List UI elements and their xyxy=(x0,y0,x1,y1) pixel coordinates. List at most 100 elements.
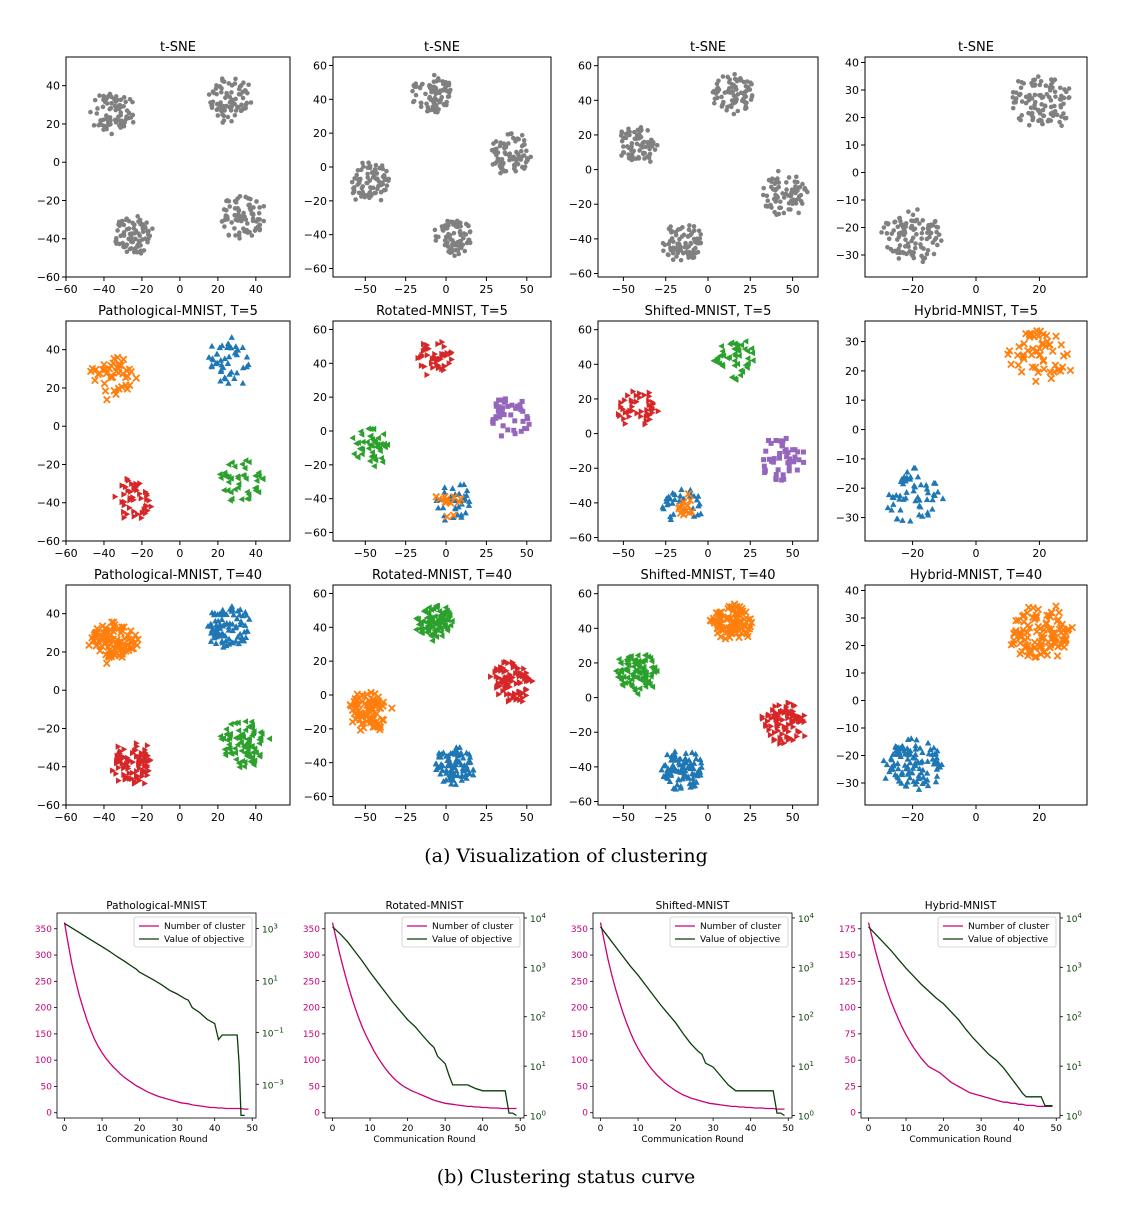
x-tick-label: −25 xyxy=(654,283,677,296)
scatter-point xyxy=(626,145,632,151)
scatter-point xyxy=(503,144,509,150)
scatter-point xyxy=(225,461,232,468)
scatter-point xyxy=(257,222,263,228)
scatter-point xyxy=(682,244,688,250)
scatter-point xyxy=(140,225,146,230)
scatter-point xyxy=(232,624,239,631)
scatter-point xyxy=(119,498,126,506)
scatter-point xyxy=(1048,631,1057,640)
scatter-point xyxy=(802,187,807,192)
scatter-point xyxy=(423,625,430,633)
y-tick-label: −20 xyxy=(304,723,327,736)
scatter-point xyxy=(434,89,440,94)
scatter-point xyxy=(680,250,686,256)
scatter-point xyxy=(658,766,665,773)
y-tick-label: 20 xyxy=(578,393,592,406)
scatter-point xyxy=(369,711,377,719)
scatter-point xyxy=(360,160,365,166)
scatter-point xyxy=(436,622,442,629)
scatter-point xyxy=(136,753,143,761)
scatter-point xyxy=(465,502,473,508)
scatter-point xyxy=(446,90,452,95)
scatter-point xyxy=(801,712,808,719)
scatter-point xyxy=(446,360,453,367)
x-tick-label: 30 xyxy=(171,1124,183,1134)
scatter-point xyxy=(930,479,938,486)
scatter-point xyxy=(897,243,903,248)
scatter-point xyxy=(210,629,217,635)
scatter-point xyxy=(677,243,683,249)
scatter-point xyxy=(107,106,112,112)
scatter-point xyxy=(1031,363,1040,372)
y2-tick-exponent: 3 xyxy=(809,961,813,969)
scatter-point xyxy=(882,774,889,781)
scatter-point xyxy=(934,747,941,754)
scatter-point xyxy=(147,757,154,764)
scatter-point xyxy=(514,158,519,163)
scatter-point xyxy=(628,681,634,689)
scatter-point xyxy=(762,469,768,475)
scatter-point xyxy=(418,104,424,110)
scatter-point xyxy=(353,197,358,202)
scatter-point xyxy=(618,399,625,406)
scatter-point xyxy=(217,621,224,628)
scatter-point xyxy=(1068,623,1077,632)
scatter-point xyxy=(465,222,471,228)
scatter-point xyxy=(497,163,503,169)
scatter-point xyxy=(1037,634,1046,642)
scatter-point xyxy=(236,213,242,219)
scatter-point xyxy=(884,231,890,236)
x-tick-label: 50 xyxy=(786,547,800,560)
y2-tick-exponent: 1 xyxy=(541,1060,545,1068)
y2-tick-exponent: 4 xyxy=(541,912,546,920)
scatter-point xyxy=(254,199,259,204)
scatter-point xyxy=(461,495,469,502)
y-tick-label: 20 xyxy=(845,112,859,125)
scatter-point xyxy=(498,170,503,176)
x-tick-label: 0 xyxy=(443,283,450,296)
scatter-point xyxy=(144,771,151,779)
scatter-point xyxy=(129,480,135,488)
scatter-point xyxy=(232,212,237,218)
scatter-title: Rotated-MNIST, T=5 xyxy=(376,304,508,319)
scatter-point xyxy=(121,746,128,753)
scatter-point xyxy=(241,742,248,749)
y-tick-label: 350 xyxy=(571,925,588,935)
scatter-point xyxy=(510,674,516,681)
scatter-point xyxy=(920,226,926,231)
x-tick-label: 50 xyxy=(786,283,800,296)
x-tick-label: 20 xyxy=(134,1124,146,1134)
scatter-point xyxy=(465,750,473,757)
scatter-point xyxy=(243,363,250,370)
scatter-point xyxy=(1031,377,1040,386)
scatter-point xyxy=(916,511,923,518)
scatter-point xyxy=(759,713,766,720)
scatter-point xyxy=(891,228,896,233)
scatter-point xyxy=(435,340,442,348)
scatter-point xyxy=(1032,83,1038,88)
scatter-point xyxy=(675,250,681,256)
scatter-point xyxy=(777,205,782,211)
scatter-title: Shifted-MNIST, T=5 xyxy=(645,304,772,319)
y-tick-label: 40 xyxy=(845,57,859,70)
scatter-point xyxy=(777,740,784,747)
scatter-point xyxy=(358,450,365,458)
y-tick-label: −20 xyxy=(836,482,859,495)
scatter-point xyxy=(734,360,741,368)
scatter-point xyxy=(747,87,753,92)
scatter-point xyxy=(698,764,705,770)
scatter-point xyxy=(770,187,776,192)
scatter-point xyxy=(218,637,226,644)
scatter-title: Hybrid-MNIST, T=5 xyxy=(914,304,1038,319)
scatter-panel-6: Rotated-MNIST, T=5−50 −25 0 25 50−60−40−2002… xyxy=(304,304,552,560)
plots-layer: t-SNE−60 −40 −20 0 20 40−60−40−2002040t-SNE−5… xyxy=(35,40,1088,1145)
scatter-point xyxy=(735,347,742,354)
scatter-point xyxy=(526,421,532,427)
scatter-point xyxy=(924,509,931,516)
scatter-point xyxy=(444,225,450,231)
scatter-point xyxy=(650,400,657,408)
scatter-point xyxy=(880,757,887,764)
scatter-point xyxy=(442,622,448,629)
scatter-point xyxy=(250,730,257,737)
